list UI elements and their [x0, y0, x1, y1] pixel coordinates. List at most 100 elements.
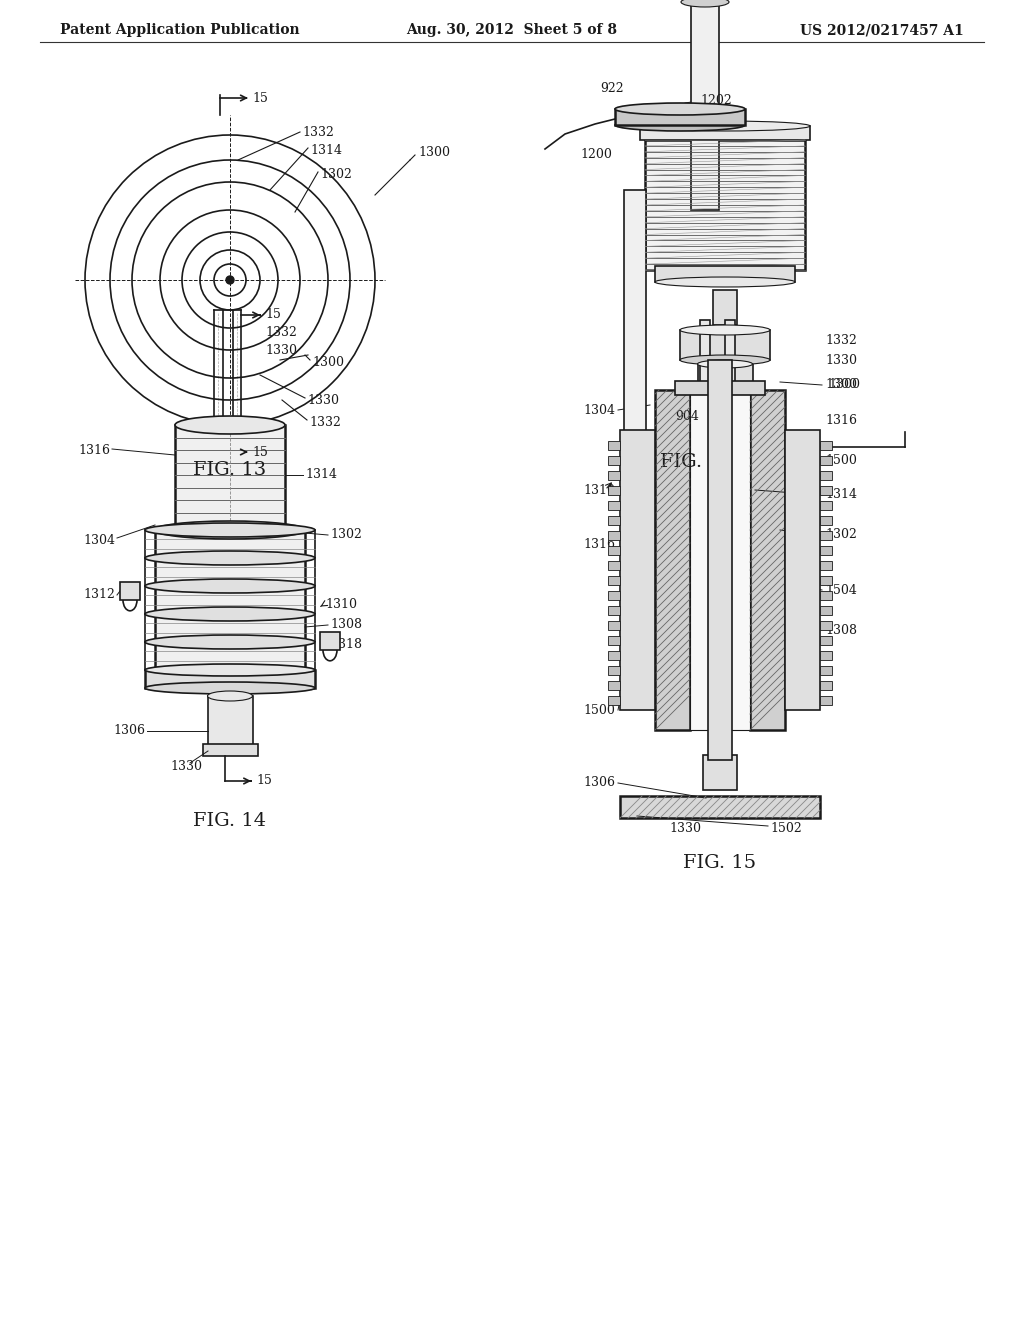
Ellipse shape [145, 682, 315, 694]
Bar [608, 441, 620, 450]
Bar [615, 110, 745, 125]
Ellipse shape [655, 277, 795, 286]
Bar [820, 620, 831, 630]
Bar [690, 389, 750, 730]
Bar [820, 502, 831, 510]
Bar [820, 681, 831, 690]
Text: FIG. 13: FIG. 13 [194, 461, 266, 479]
Ellipse shape [208, 690, 253, 701]
Text: FIG. 12: FIG. 12 [660, 453, 733, 471]
Circle shape [226, 276, 234, 284]
Bar [608, 620, 620, 630]
Ellipse shape [681, 0, 729, 7]
Ellipse shape [615, 119, 745, 131]
Bar [145, 671, 315, 688]
Text: 1330: 1330 [307, 393, 339, 407]
Ellipse shape [680, 355, 770, 366]
Text: FIG. 14: FIG. 14 [194, 812, 266, 830]
Bar [820, 486, 831, 495]
Bar [708, 360, 732, 760]
Text: 1314: 1314 [825, 488, 857, 502]
Text: 1332: 1332 [825, 334, 857, 346]
Text: 15: 15 [252, 446, 268, 458]
Ellipse shape [640, 121, 810, 131]
Bar [700, 319, 710, 389]
Bar [155, 531, 305, 671]
Bar [608, 516, 620, 525]
Bar [691, 0, 719, 210]
Bar [820, 667, 831, 675]
Bar [820, 606, 831, 615]
Ellipse shape [680, 325, 770, 335]
Ellipse shape [697, 360, 753, 368]
Text: FIG. 15: FIG. 15 [683, 854, 757, 873]
Text: 15: 15 [265, 309, 281, 322]
Bar [820, 651, 831, 660]
Text: 1308: 1308 [825, 623, 857, 636]
Bar [608, 455, 620, 465]
Bar [680, 330, 770, 360]
Text: 1310: 1310 [583, 483, 615, 496]
Bar [319, 632, 340, 649]
Bar [820, 591, 831, 601]
Bar [820, 576, 831, 585]
Ellipse shape [615, 103, 745, 115]
Text: 1300: 1300 [312, 355, 344, 368]
Text: 1330: 1330 [825, 354, 857, 367]
Bar [820, 471, 831, 480]
Bar [675, 381, 765, 395]
Text: 1316: 1316 [78, 444, 110, 457]
Text: 1302: 1302 [319, 168, 352, 181]
Bar [608, 667, 620, 675]
Text: 1504: 1504 [825, 583, 857, 597]
Text: 922: 922 [600, 82, 624, 95]
Bar [608, 696, 620, 705]
Bar [820, 441, 831, 450]
Text: 1310: 1310 [325, 598, 357, 611]
Bar [608, 681, 620, 690]
Text: 1312: 1312 [83, 589, 115, 602]
Text: 1302: 1302 [330, 528, 361, 541]
Bar [725, 319, 735, 389]
Bar [750, 389, 785, 730]
Bar [608, 531, 620, 540]
Text: Aug. 30, 2012  Sheet 5 of 8: Aug. 30, 2012 Sheet 5 of 8 [407, 22, 617, 37]
Bar [608, 546, 620, 554]
Bar [820, 546, 831, 554]
Bar [620, 430, 655, 710]
Bar [608, 591, 620, 601]
Bar [620, 796, 820, 818]
Bar [624, 190, 646, 531]
Bar [608, 576, 620, 585]
Text: 1304: 1304 [583, 404, 615, 417]
Ellipse shape [145, 579, 315, 593]
Bar [785, 430, 820, 710]
Text: 1314: 1314 [310, 144, 342, 157]
Bar [640, 125, 810, 140]
Text: 1332: 1332 [309, 416, 341, 429]
Text: 1300: 1300 [828, 379, 860, 392]
Text: 1204: 1204 [700, 116, 732, 128]
Text: 1316: 1316 [583, 539, 615, 552]
Bar [175, 425, 285, 525]
Bar [608, 502, 620, 510]
Bar [703, 755, 737, 789]
Text: 1500: 1500 [825, 454, 857, 466]
Bar [655, 389, 690, 730]
Text: 904: 904 [675, 411, 698, 424]
Bar [713, 290, 737, 325]
Text: 1314: 1314 [305, 469, 337, 482]
Text: 1302: 1302 [825, 528, 857, 541]
Text: 15: 15 [256, 775, 272, 788]
Text: 1330: 1330 [669, 821, 701, 834]
Text: Patent Application Publication: Patent Application Publication [60, 22, 300, 37]
Ellipse shape [145, 607, 315, 620]
Bar [645, 140, 805, 271]
Text: 1316: 1316 [825, 413, 857, 426]
Text: US 2012/0217457 A1: US 2012/0217457 A1 [800, 22, 964, 37]
Bar [608, 636, 620, 645]
Ellipse shape [155, 521, 305, 539]
Bar [203, 744, 258, 756]
Text: 1500: 1500 [583, 704, 615, 717]
Text: 1304: 1304 [83, 533, 115, 546]
